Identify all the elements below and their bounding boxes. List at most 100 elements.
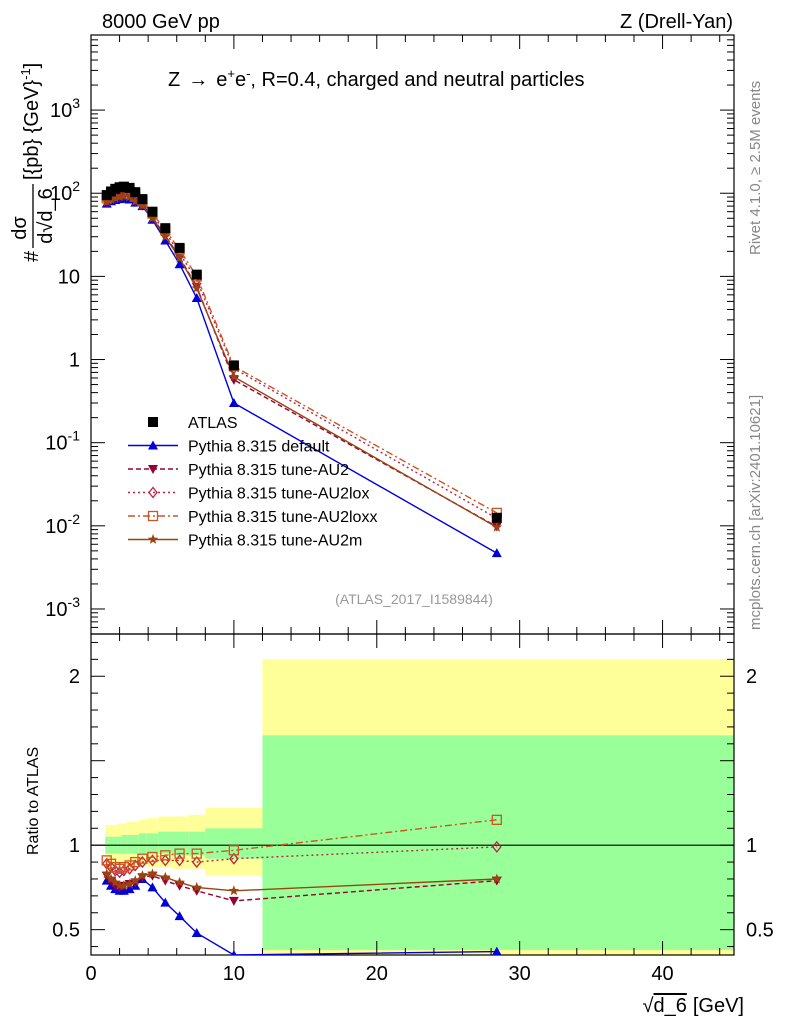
legend-marker-4 <box>147 510 159 522</box>
ratio-tick-label-l-0: 0.5 <box>52 920 80 942</box>
main-point-s0-5 <box>124 182 135 193</box>
main-point-s5-8 <box>147 212 158 223</box>
y-tick-label-5: 102 <box>50 178 80 205</box>
axis-ticks: 0 10 20 30 40 10-3 10-2 10-1 1 10 102 103 0.5 0.5 1 1 2 2 <box>45 34 774 985</box>
ratio-uncertainty-bands <box>91 659 734 955</box>
ratio-point-s4-6 <box>130 856 141 868</box>
ratio-point-s5-10 <box>174 876 185 887</box>
ratio-point-s2-12 <box>228 896 239 906</box>
ratio-point-s4-13 <box>491 814 502 825</box>
legend-label-4: Pythia 8.315 tune-AU2loxx <box>188 509 377 526</box>
ratio-point-s5-6 <box>130 875 141 886</box>
energy-label: 8000 GeV pp <box>102 11 220 33</box>
ratio-tick-label-r-0: 0.5 <box>746 920 774 942</box>
y-tick-label-4: 10 <box>58 266 80 288</box>
main-point-s0-13 <box>491 512 502 523</box>
main-point-s5-12 <box>228 371 240 382</box>
legend-label-2: Pythia 8.315 tune-AU2 <box>188 462 349 479</box>
band-inner-5 <box>126 835 133 854</box>
main-point-s5-13 <box>491 521 502 532</box>
ratio-point-s4-10 <box>174 848 185 859</box>
main-point-s1-11 <box>191 292 202 302</box>
x-axis-label: √d_6 [GeV] <box>643 995 745 1017</box>
y-label-denominator: d√d_6 <box>35 188 57 243</box>
mcplots-label: mcplots.cern.ch [arXiv:2401.10621] <box>747 395 764 630</box>
ratio-point-s3-9 <box>160 854 171 867</box>
x-tick-label-0: 0 <box>85 963 96 985</box>
ratio-point-s5-8 <box>147 868 158 879</box>
ratio-point-s5-3 <box>114 880 125 891</box>
ratio-point-s5-4 <box>118 880 130 891</box>
main-point-s1-12 <box>228 398 239 408</box>
ratio-point-s2-11 <box>191 886 202 896</box>
ratio-point-s1-9 <box>160 897 171 907</box>
ratio-point-s5-12 <box>228 885 240 896</box>
y-tick-label-6: 103 <box>50 95 80 122</box>
ratio-y-label: Ratio to ATLAS <box>25 747 42 855</box>
ratio-point-s4-11 <box>191 848 202 859</box>
ratio-point-s5-5 <box>124 878 135 889</box>
chart-title: Z → e+e-, R=0.4, charged and neutral parti… <box>168 66 585 91</box>
ratio-tick-label-r-2: 2 <box>746 666 757 688</box>
ratio-point-s4-7 <box>137 853 148 864</box>
x-tick-label-3: 30 <box>509 963 531 985</box>
main-point-s1-10 <box>174 259 185 269</box>
x-tick-label-4: 40 <box>651 963 673 985</box>
legend-marker-2 <box>148 465 158 474</box>
main-point-s0-10 <box>174 242 185 253</box>
ratio-point-s5-11 <box>191 881 202 892</box>
legend-label-1: Pythia 8.315 default <box>188 439 330 456</box>
main-point-s0-9 <box>160 223 171 234</box>
rivet-label: Rivet 4.1.0, ≥ 2.5M events <box>747 81 764 255</box>
ratio-point-s4-4 <box>118 861 130 873</box>
ratio-point-s4-9 <box>160 850 171 861</box>
legend: ATLAS Pythia 8.315 default Pythia 8.315 tu… <box>128 415 377 550</box>
ratio-point-s3-3 <box>114 866 125 879</box>
main-point-s0-4 <box>118 181 129 192</box>
y-axis-label: # dσ d√d_6 [{pb} {GeV}-1] <box>9 63 57 262</box>
x-tick-label-2: 20 <box>366 963 388 985</box>
legend-label-0: ATLAS <box>188 415 238 432</box>
y-label-numerator: dσ <box>9 216 31 240</box>
band-inner-8 <box>146 833 159 854</box>
y-label-unit: [{pb} {GeV}-1] <box>18 63 43 180</box>
ratio-point-s4-8 <box>147 851 158 863</box>
analysis-id: (ATLAS_2017_I1589844) <box>335 591 493 607</box>
legend-marker-1 <box>148 440 158 450</box>
y-label-hash: # <box>21 250 43 262</box>
main-point-s5-3 <box>114 191 125 202</box>
legend-label-3: Pythia 8.315 tune-AU2lox <box>188 486 369 503</box>
main-point-s0-6 <box>130 187 141 198</box>
main-point-s5-9 <box>160 231 171 242</box>
main-point-s5-0 <box>101 196 112 207</box>
main-point-s5-4 <box>118 190 130 201</box>
band-inner-4 <box>121 835 127 854</box>
ratio-point-s5-2 <box>110 876 121 887</box>
ratio-point-s1-12 <box>231 950 237 955</box>
x-tick-label-1: 10 <box>223 963 245 985</box>
ratio-point-s1-10 <box>174 911 185 921</box>
ratio-point-s4-5 <box>124 860 135 871</box>
ratio-point-s2-10 <box>174 881 185 891</box>
ratio-tick-label-l-1: 1 <box>69 835 80 857</box>
main-point-s0-8 <box>147 206 158 217</box>
main-point-s0-11 <box>191 269 202 280</box>
ratio-point-s3-12 <box>229 852 239 865</box>
ratio-point-s3-13 <box>491 840 502 853</box>
ratio-point-s3-8 <box>147 854 158 867</box>
ratio-point-s1-11 <box>191 928 202 938</box>
ratio-tick-label-r-1: 1 <box>746 835 757 857</box>
ratio-point-s1-13 <box>492 946 502 955</box>
band-inner-6 <box>132 835 139 854</box>
ratio-point-s5-7 <box>137 870 148 880</box>
y-tick-label-2: 10-1 <box>45 428 80 455</box>
legend-label-5: Pythia 8.315 tune-AU2m <box>188 533 362 550</box>
main-point-s0-12 <box>228 360 239 371</box>
ratio-point-s5-9 <box>160 871 171 882</box>
main-point-s5-10 <box>174 252 185 263</box>
ratio-point-s1-8 <box>147 882 158 892</box>
main-point-s5-7 <box>137 200 148 211</box>
band-inner-11 <box>188 831 206 856</box>
ratio-series <box>101 814 502 955</box>
